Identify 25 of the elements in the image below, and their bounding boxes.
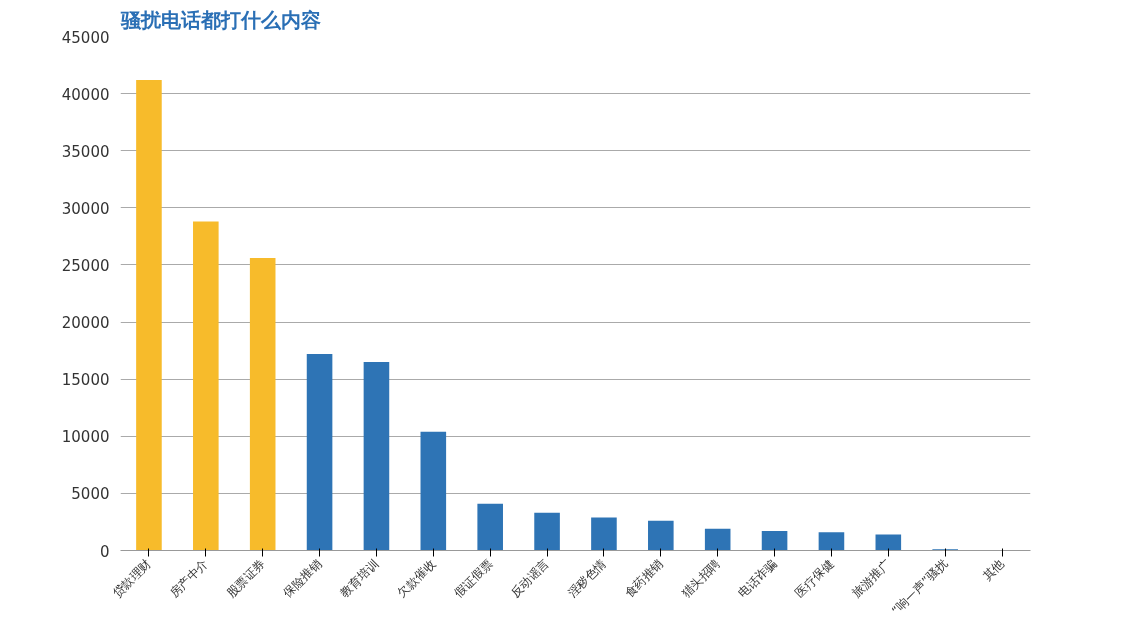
- x-tick-label: 贷款理财: [110, 556, 154, 601]
- y-tick-label: 45000: [61, 28, 110, 47]
- x-tick-label: 医疗保健: [792, 556, 837, 601]
- x-tick-label: 假证假票: [451, 556, 496, 601]
- y-tick-label: 40000: [61, 85, 110, 104]
- x-tick-label: 欠款催收: [394, 556, 439, 601]
- y-tick-label: 0: [99, 542, 110, 561]
- y-tick-label: 20000: [61, 314, 110, 333]
- y-tick-label: 35000: [61, 142, 110, 161]
- x-tick-label: 猎头招聘: [678, 556, 723, 601]
- x-tick-label: 保险推销: [280, 556, 325, 601]
- y-tick-label: 5000: [71, 485, 110, 504]
- x-tick-label: 电话诈骗: [735, 556, 780, 601]
- x-tick-label: 淫秽色情: [565, 556, 609, 601]
- y-tick-label: 10000: [61, 428, 110, 447]
- y-tick-label: 25000: [61, 256, 110, 275]
- chart-title: 骚扰电话都打什么内容: [119, 7, 321, 32]
- x-tick-label: 其他: [980, 556, 1008, 584]
- x-tick-label: 教育培训: [337, 556, 382, 601]
- y-tick-label: 15000: [61, 371, 110, 390]
- y-tick-label: 30000: [61, 199, 110, 218]
- x-tick-label: 股票证券: [223, 556, 268, 601]
- x-tick-label: 反动谣言: [508, 556, 553, 601]
- x-tick-label: 食药推销: [621, 556, 666, 601]
- x-tick-label: 房产中介: [166, 556, 211, 601]
